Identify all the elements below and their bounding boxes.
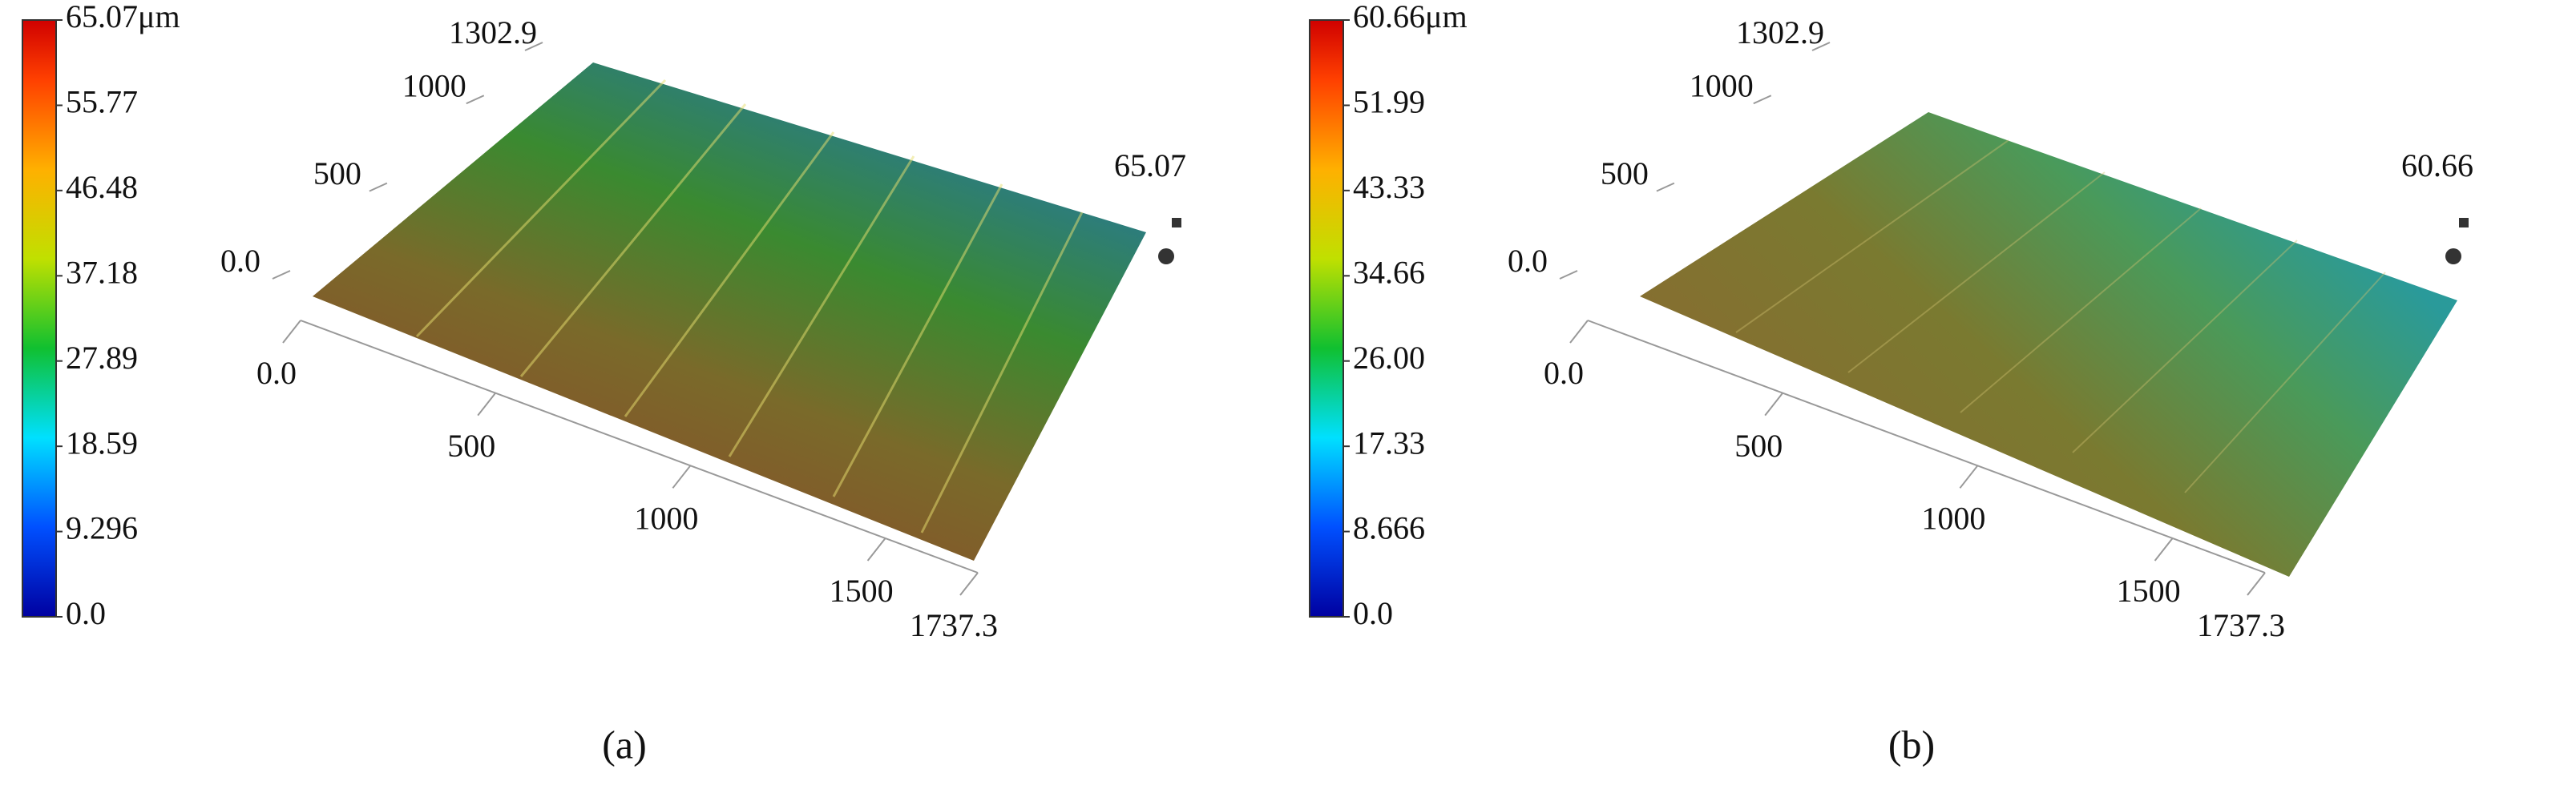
- z-marker: [2459, 218, 2469, 227]
- y-tick-label: 0.0: [220, 243, 260, 279]
- x-tick-label: 1000: [634, 500, 698, 536]
- y-tick-label: 1302.9: [449, 14, 537, 50]
- y-tick-label: 1000: [402, 67, 466, 103]
- y-tick: [1753, 95, 1772, 105]
- x-tick-label: 0.0: [1544, 355, 1584, 391]
- z-marker: [1172, 218, 1181, 227]
- z-max-label: 65.07: [1114, 147, 1186, 183]
- y-tick: [1811, 42, 1831, 51]
- x-tick-label: 1737.3: [910, 607, 998, 643]
- surface: [1640, 112, 2457, 577]
- surface-texture: [1735, 139, 2386, 493]
- surface: [313, 62, 1146, 561]
- x-tick: [1764, 392, 1783, 417]
- colorbar-label: 51.99: [1353, 84, 1425, 120]
- y-tick: [272, 270, 291, 280]
- x-tick-label: 1500: [830, 573, 894, 609]
- x-tick-label: 500: [447, 428, 495, 464]
- z-max-label: 60.66: [2401, 147, 2473, 183]
- colorbar-label: 9.296: [66, 510, 138, 546]
- x-tick: [2154, 537, 2174, 562]
- x-axis: [1587, 320, 2266, 574]
- x-tick: [477, 392, 496, 417]
- x-tick-label: 500: [1734, 428, 1783, 464]
- colorbar-label: 55.77: [66, 84, 138, 120]
- colorbar-label: 60.66μm: [1353, 0, 1468, 34]
- colorbar-label: 0.0: [66, 595, 106, 631]
- colorbar: [22, 19, 57, 618]
- caption: (a): [602, 722, 647, 767]
- x-tick: [672, 465, 692, 489]
- y-tick-label: 1302.9: [1736, 14, 1824, 50]
- colorbar-label: 46.48: [66, 169, 138, 205]
- caption: (b): [1888, 722, 1935, 767]
- y-tick: [1559, 270, 1578, 280]
- x-tick: [282, 320, 301, 344]
- panel: 0.0 8.666 17.33 26.00 34.66 43.33 51.99 60.66μm…: [1309, 0, 2473, 767]
- x-tick-label: 0.0: [256, 355, 297, 391]
- z-marker: [1158, 248, 1174, 264]
- x-tick: [959, 572, 979, 596]
- colorbar-label: 8.666: [1353, 510, 1425, 546]
- colorbar-label: 26.00: [1353, 340, 1425, 376]
- colorbar-label: 17.33: [1353, 425, 1425, 461]
- y-tick-label: 1000: [1690, 67, 1754, 103]
- colorbar: [1309, 19, 1344, 618]
- y-tick-label: 500: [313, 155, 361, 191]
- x-tick: [1959, 465, 1979, 489]
- y-tick: [466, 95, 485, 105]
- y-tick-label: 0.0: [1508, 243, 1548, 279]
- colorbar-label: 0.0: [1353, 595, 1393, 631]
- x-tick-label: 1000: [1921, 500, 1985, 536]
- colorbar-label: 37.18: [66, 254, 138, 290]
- y-tick-label: 500: [1601, 155, 1649, 191]
- panel: 0.0 9.296 18.59 27.89 37.18 46.48 55.77 65.07μm…: [22, 0, 1186, 767]
- z-marker: [2445, 248, 2461, 264]
- colorbar-label: 18.59: [66, 425, 138, 461]
- surface-texture: [415, 78, 1084, 533]
- x-tick: [1569, 320, 1589, 344]
- colorbar-label: 65.07μm: [66, 0, 180, 34]
- colorbar-label: 27.89: [66, 340, 138, 376]
- y-tick: [1656, 182, 1675, 192]
- x-tick: [2247, 572, 2266, 596]
- colorbar-label: 43.33: [1353, 169, 1425, 205]
- y-tick: [524, 42, 543, 51]
- x-axis: [300, 320, 979, 574]
- x-tick-label: 1737.3: [2197, 607, 2285, 643]
- x-tick-label: 1500: [2117, 573, 2181, 609]
- y-tick: [369, 182, 388, 192]
- x-tick: [866, 537, 886, 562]
- colorbar-label: 34.66: [1353, 254, 1425, 290]
